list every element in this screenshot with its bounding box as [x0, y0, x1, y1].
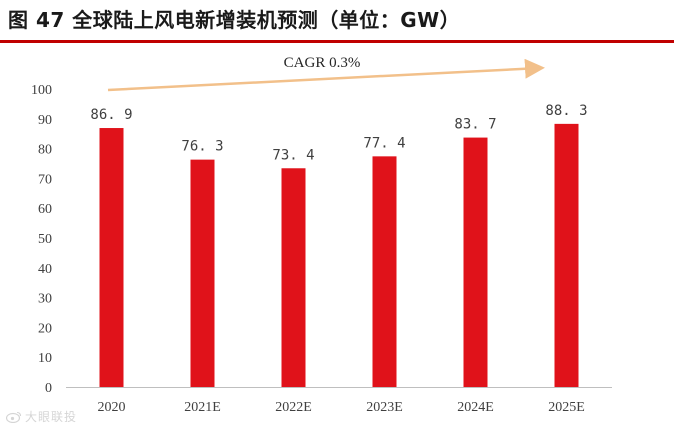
- x-tick-label: 2023E: [366, 400, 403, 415]
- y-tick-label: 100: [31, 83, 52, 98]
- y-tick-label: 50: [38, 232, 52, 247]
- data-label: 88. 3: [545, 103, 587, 119]
- y-tick-label: 30: [38, 292, 52, 307]
- x-tick-label: 2024E: [457, 400, 494, 415]
- bar-2023e: [372, 156, 397, 387]
- figure-title: 图 47 全球陆上风电新增装机预测（单位：GW）: [8, 8, 461, 32]
- y-tick-label: 70: [38, 172, 52, 187]
- data-label: 77. 4: [363, 135, 405, 151]
- watermark: 大眼联投: [6, 408, 77, 425]
- data-label: 73. 4: [272, 147, 314, 163]
- weibo-icon: [6, 411, 22, 423]
- data-label: 83. 7: [454, 117, 496, 133]
- y-tick-label: 20: [38, 321, 52, 336]
- cagr-arrow: [107, 58, 545, 92]
- y-tick-label: 0: [45, 381, 52, 396]
- title-rule: [0, 40, 674, 43]
- y-tick-label: 80: [38, 143, 52, 158]
- bar-2020: [99, 128, 124, 387]
- y-tick-label: 60: [38, 202, 52, 217]
- x-tick-label: 2025E: [548, 400, 585, 415]
- bar-2024e: [463, 137, 488, 387]
- x-tick-label: 2022E: [275, 400, 312, 415]
- bar-2022e: [281, 168, 306, 387]
- cagr-annotation: CAGR 0.3%: [284, 55, 361, 71]
- y-tick-label: 10: [38, 351, 52, 366]
- bar-2025e: [554, 123, 579, 387]
- x-tick-label: 2020: [98, 400, 126, 415]
- data-label: 76. 3: [181, 139, 223, 155]
- watermark-text: 大眼联投: [25, 410, 78, 424]
- y-tick-label: 90: [38, 113, 52, 128]
- y-tick-label: 40: [38, 262, 52, 277]
- x-tick-label: 2021E: [184, 400, 221, 415]
- bar-2021e: [190, 159, 215, 387]
- data-label: 86. 9: [90, 107, 132, 123]
